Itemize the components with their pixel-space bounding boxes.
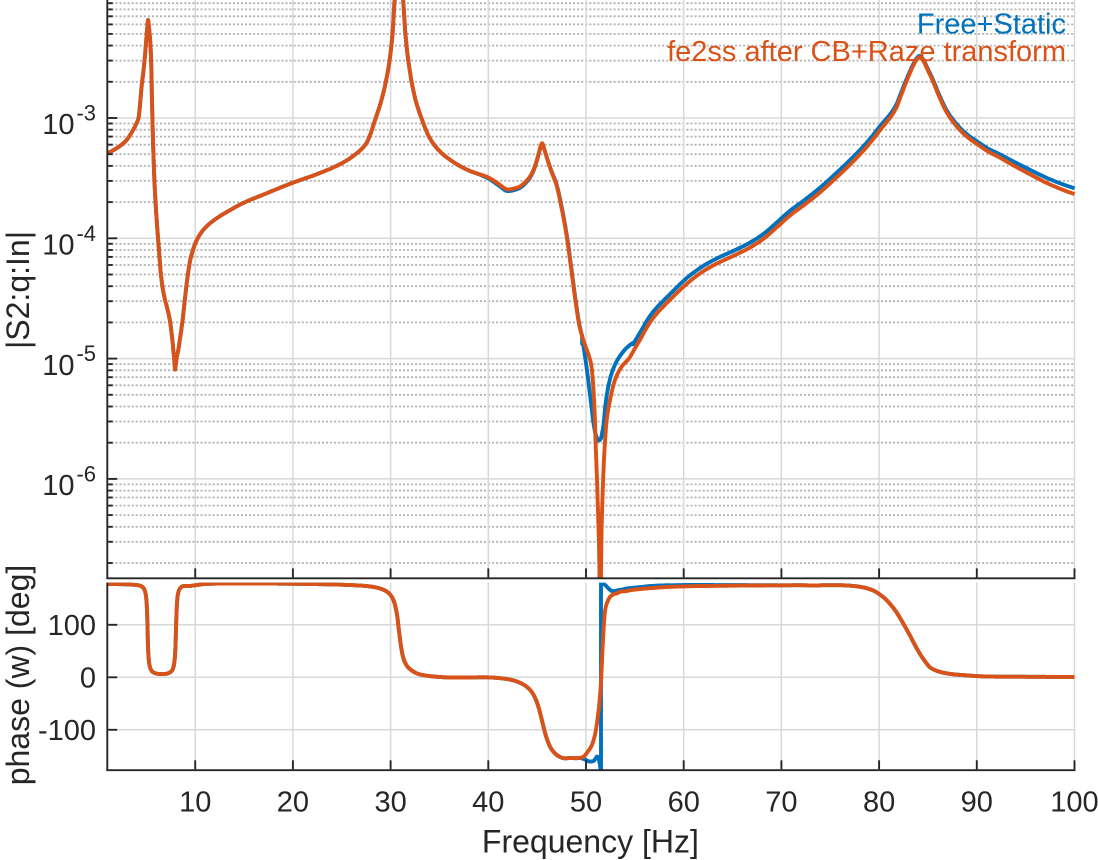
svg-text:0: 0 — [80, 663, 96, 695]
svg-text:10: 10 — [42, 109, 74, 141]
svg-text:100: 100 — [1050, 787, 1098, 819]
svg-text:-100: -100 — [38, 715, 96, 747]
svg-text:40: 40 — [472, 787, 504, 819]
svg-text:10: 10 — [42, 350, 74, 382]
svg-text:|S2:q:In|: |S2:q:In| — [0, 231, 36, 349]
svg-text:20: 20 — [277, 787, 309, 819]
svg-text:10: 10 — [42, 230, 74, 262]
svg-text:-3: -3 — [76, 101, 96, 126]
svg-text:10: 10 — [179, 787, 211, 819]
svg-text:-6: -6 — [76, 462, 96, 487]
svg-text:Free+Static: Free+Static — [917, 9, 1066, 41]
svg-text:-4: -4 — [76, 221, 96, 246]
svg-text:50: 50 — [570, 787, 602, 819]
svg-text:30: 30 — [374, 787, 406, 819]
svg-text:90: 90 — [961, 787, 993, 819]
svg-text:60: 60 — [668, 787, 700, 819]
svg-text:70: 70 — [765, 787, 797, 819]
svg-text:100: 100 — [48, 610, 96, 642]
svg-text:phase (w) [deg]: phase (w) [deg] — [0, 565, 36, 786]
svg-text:-5: -5 — [76, 341, 96, 366]
svg-text:10: 10 — [42, 470, 74, 502]
svg-text:80: 80 — [863, 787, 895, 819]
svg-text:Frequency [Hz]: Frequency [Hz] — [482, 823, 699, 859]
svg-text:fe2ss after CB+Raze transform: fe2ss after CB+Raze transform — [667, 36, 1066, 68]
